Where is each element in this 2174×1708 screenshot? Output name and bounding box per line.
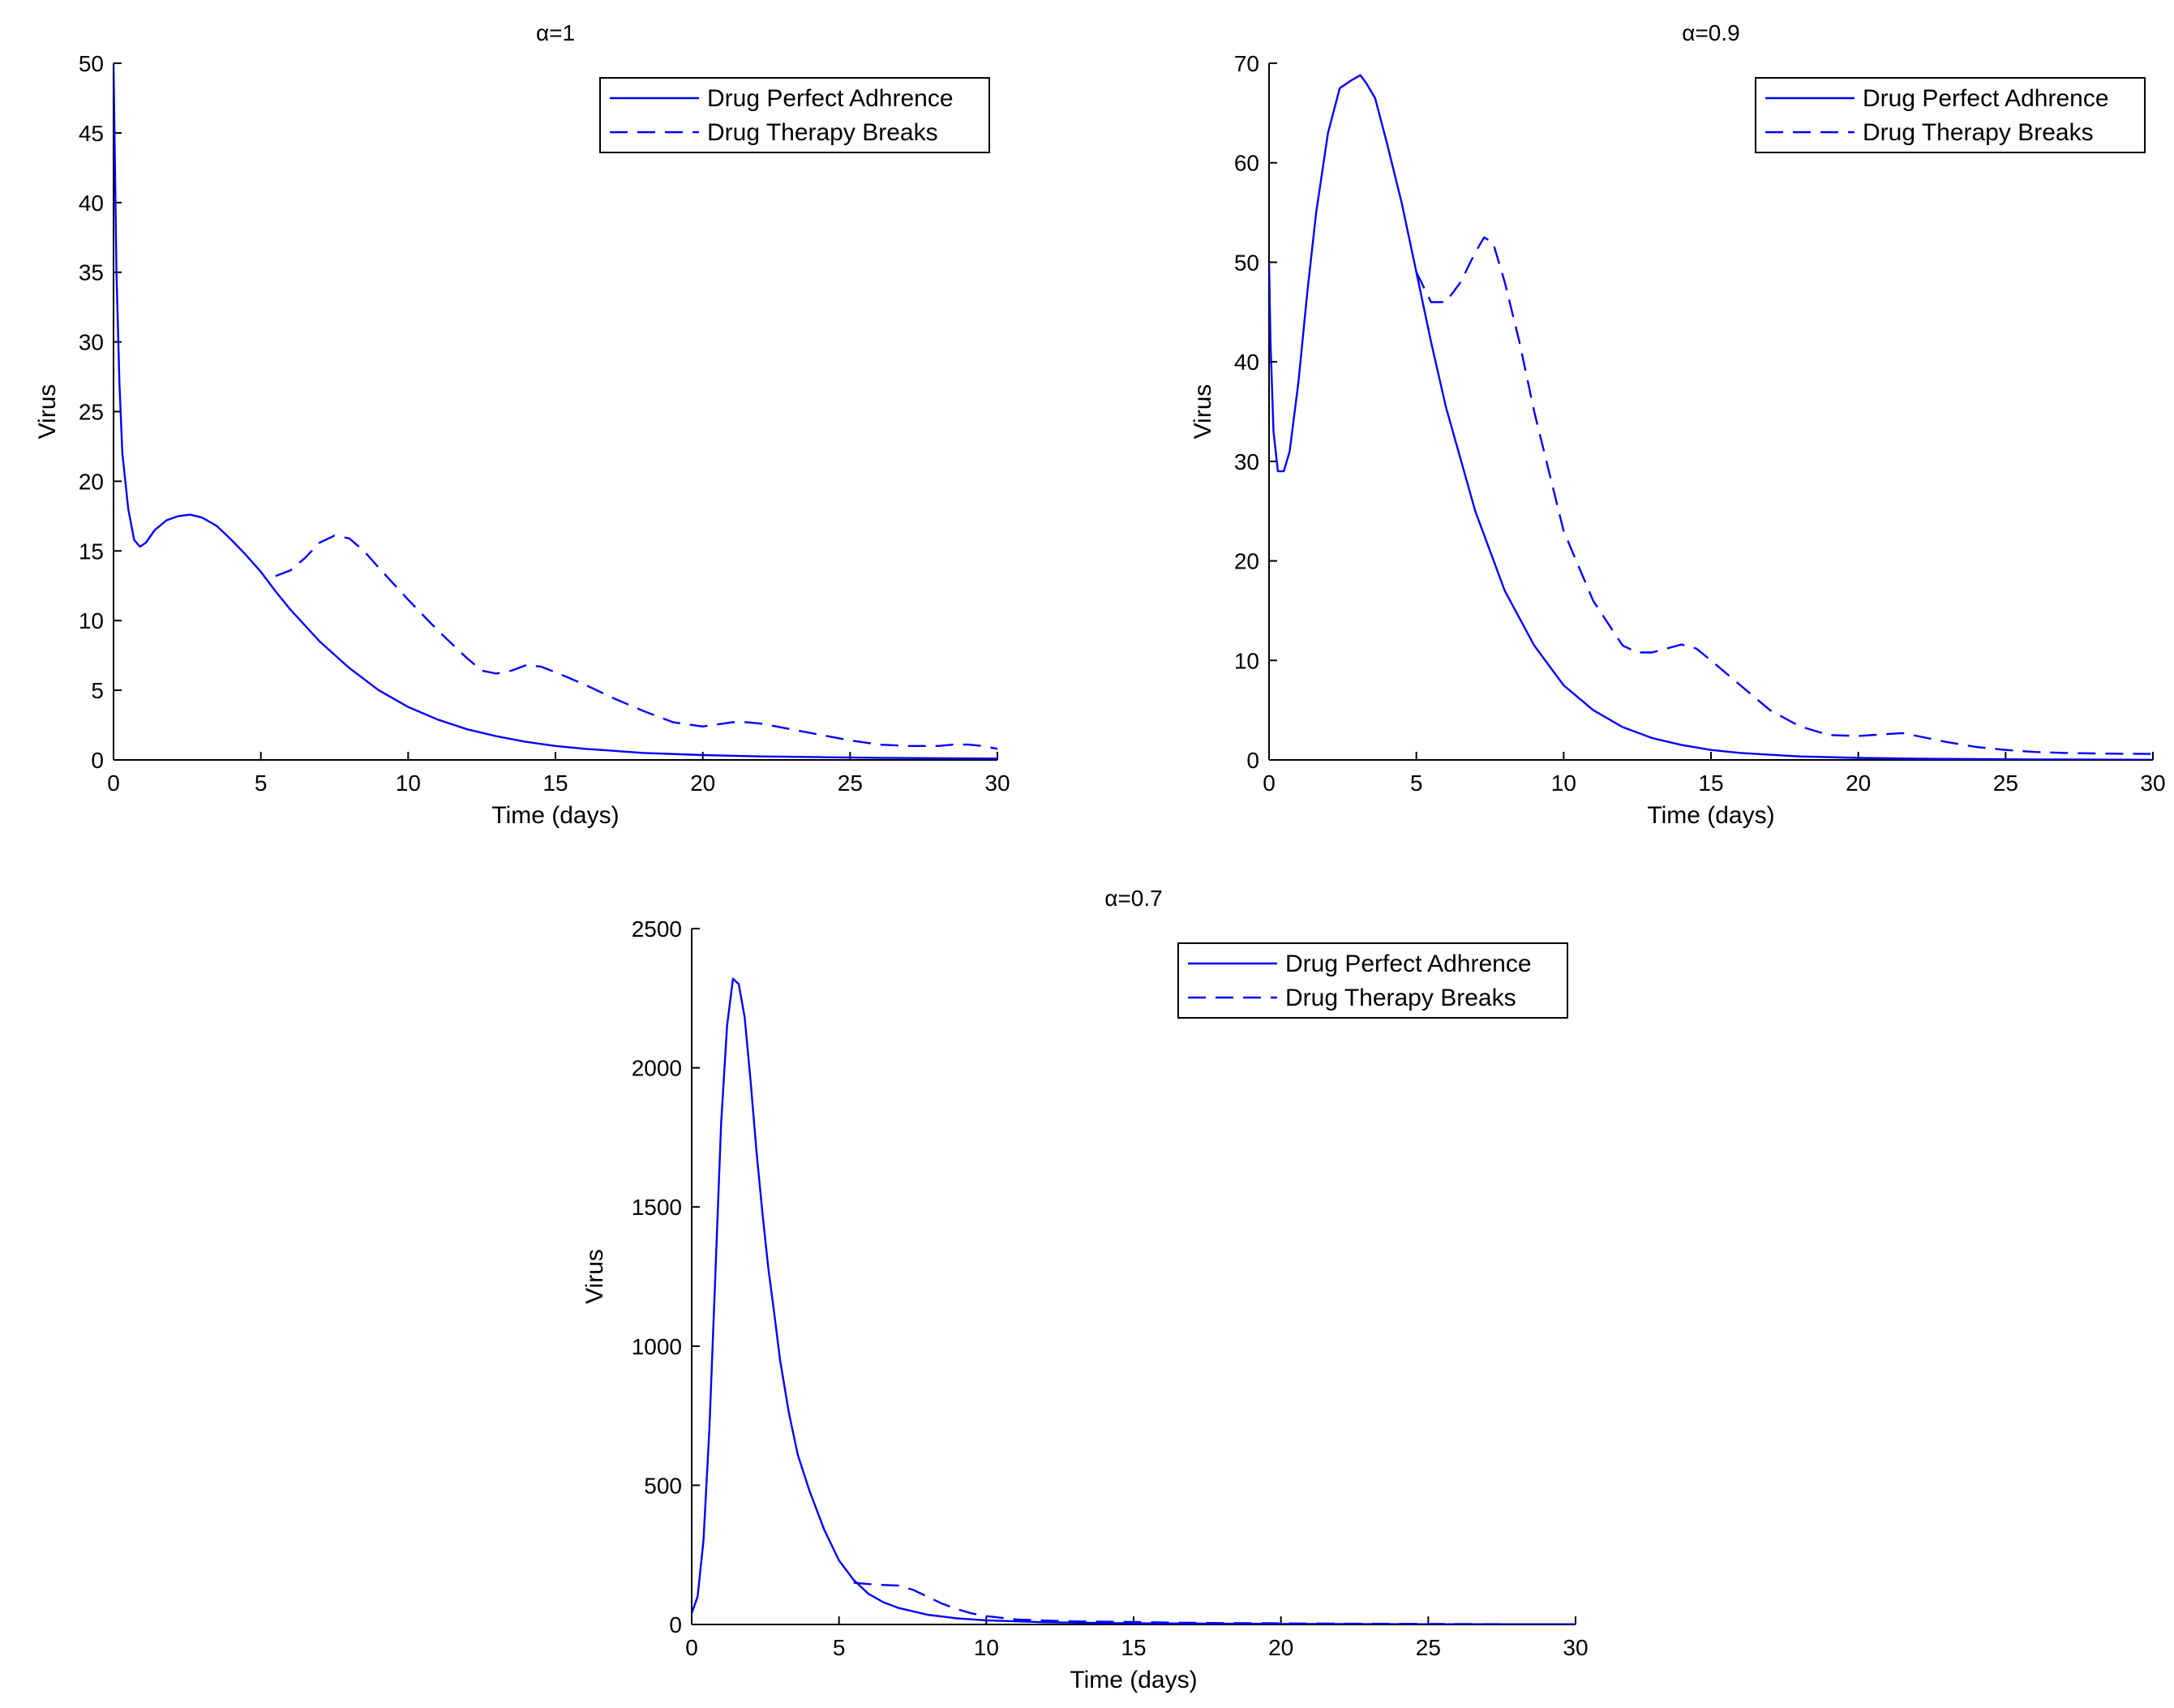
series-line-perfect-adherence — [114, 62, 998, 760]
chart-title: α=0.9 — [1682, 20, 1739, 45]
x-tick-label: 15 — [1121, 1635, 1146, 1660]
y-tick-label: 500 — [644, 1473, 682, 1498]
legend-box — [1755, 77, 2146, 153]
y-tick-label: 0 — [91, 748, 104, 773]
legend-label: Drug Perfect Adhrence — [1285, 951, 1532, 977]
x-tick-label: 5 — [1410, 770, 1423, 796]
y-tick-label: 50 — [1234, 250, 1259, 275]
legend-box — [1177, 942, 1568, 1019]
y-axis-label: Virus — [1190, 384, 1216, 440]
x-tick-label: 25 — [1993, 770, 2018, 796]
y-tick-label: 30 — [79, 330, 104, 355]
series-line-therapy-breaks — [1415, 236, 2154, 755]
chart-3: 0 5 10 15 20 25 30 0 500 1000 1500 2000 2500 α=0.7 Tim… — [581, 886, 1589, 1693]
legend-label: Drug Perfect Adhrence — [1863, 85, 2109, 112]
x-tick-label: 15 — [1698, 770, 1723, 796]
y-tick-label: 60 — [1234, 151, 1259, 176]
x-tick-label: 20 — [690, 770, 715, 796]
x-tick-label: 0 — [1263, 770, 1276, 796]
x-tick-label: 25 — [838, 770, 863, 796]
legend-label: Drug Perfect Adhrence — [707, 85, 954, 112]
y-tick-label: 15 — [79, 539, 104, 564]
legend: Drug Perfect Adhrence Drug Therapy Breaks — [1177, 942, 1568, 1019]
y-tick-label: 5 — [91, 678, 104, 703]
legend-box — [599, 77, 990, 153]
x-tick-label: 5 — [833, 1635, 846, 1660]
y-tick-label: 25 — [79, 400, 104, 425]
y-tick-label: 70 — [1234, 51, 1259, 76]
x-tick-label: 5 — [255, 770, 268, 796]
y-tick-label: 1500 — [632, 1195, 682, 1220]
chart-1: 0 5 10 15 20 25 30 0 5 10 15 20 25 30 35 40 45 50 α=1 Time … — [34, 20, 1010, 829]
x-tick-label: 0 — [685, 1635, 698, 1660]
y-tick-label: 50 — [79, 51, 104, 76]
y-tick-label: 35 — [79, 260, 104, 285]
x-tick-label: 30 — [984, 770, 1010, 796]
x-tick-label: 30 — [2140, 770, 2165, 796]
x-tick-label: 15 — [542, 770, 568, 796]
series-line-perfect-adherence — [692, 977, 1576, 1624]
chart-title: α=0.7 — [1104, 886, 1162, 911]
legend: Drug Perfect Adhrence Drug Therapy Breaks — [599, 77, 990, 153]
series-line-therapy-breaks — [275, 534, 998, 750]
y-tick-label: 40 — [79, 191, 104, 216]
y-tick-label: 2000 — [632, 1056, 682, 1081]
legend-label: Drug Therapy Breaks — [1285, 985, 1516, 1011]
y-axis-label: Virus — [34, 384, 61, 440]
y-tick-label: 0 — [669, 1612, 682, 1637]
legend-label: Drug Therapy Breaks — [707, 119, 938, 146]
series-line-therapy-breaks — [853, 1581, 1576, 1624]
y-tick-label: 40 — [1234, 350, 1259, 375]
y-tick-label: 10 — [79, 608, 104, 633]
y-tick-label: 20 — [79, 469, 104, 494]
y-tick-label: 10 — [1234, 648, 1259, 673]
x-axis-label: Time (days) — [1070, 1667, 1197, 1693]
y-tick-label: 30 — [1234, 449, 1259, 474]
x-tick-label: 10 — [396, 770, 421, 796]
x-axis-label: Time (days) — [491, 802, 619, 829]
legend: Drug Perfect Adhrence Drug Therapy Breaks — [1755, 77, 2146, 153]
y-tick-label: 45 — [79, 121, 104, 146]
y-tick-label: 1000 — [632, 1334, 682, 1359]
y-tick-label: 0 — [1246, 748, 1259, 773]
x-tick-label: 10 — [974, 1635, 999, 1660]
x-axis-label: Time (days) — [1647, 802, 1774, 829]
x-tick-label: 30 — [1563, 1635, 1588, 1660]
y-tick-label: 20 — [1234, 549, 1259, 574]
x-tick-label: 0 — [107, 770, 120, 796]
y-tick-label: 2500 — [632, 916, 682, 942]
x-tick-label: 20 — [1268, 1635, 1293, 1660]
x-tick-label: 25 — [1416, 1635, 1441, 1660]
x-tick-label: 10 — [1551, 770, 1576, 796]
y-axis-label: Virus — [581, 1249, 608, 1304]
chart-title: α=1 — [536, 20, 575, 45]
chart-2: 0 5 10 15 20 25 30 0 10 20 30 40 50 60 70 α=0.9 Time (da… — [1190, 20, 2166, 829]
legend-label: Drug Therapy Breaks — [1863, 119, 2094, 146]
series-line-perfect-adherence — [1269, 74, 2154, 760]
x-tick-label: 20 — [1846, 770, 1871, 796]
